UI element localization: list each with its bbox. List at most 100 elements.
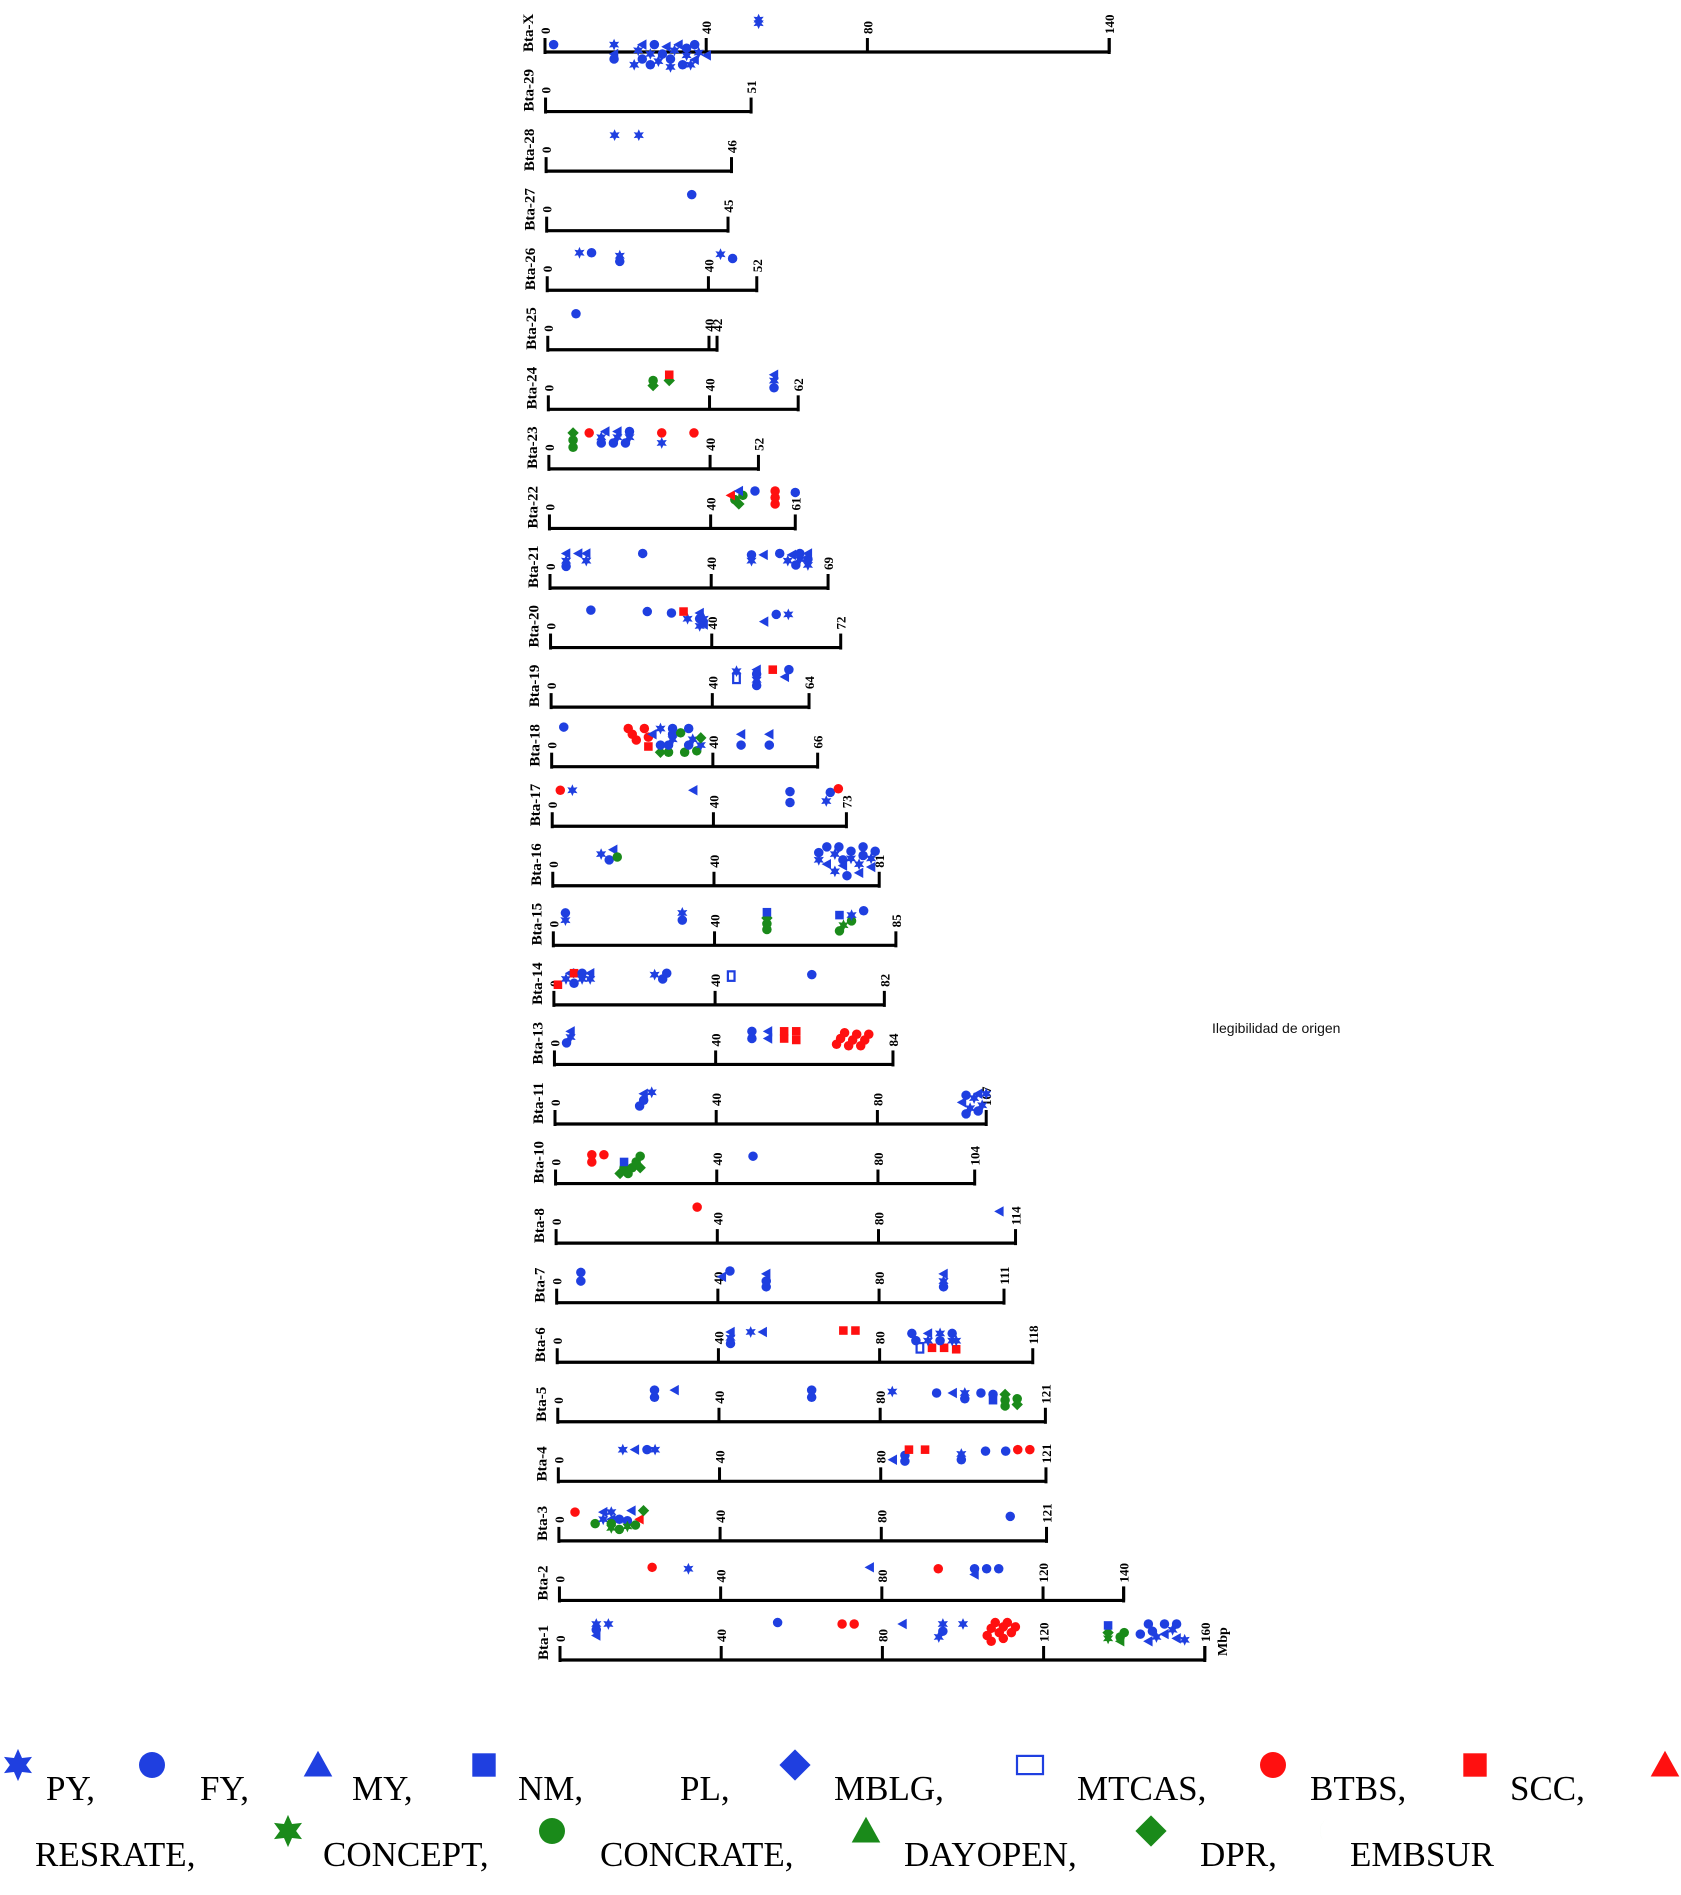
chromosome-bta-23: Bta-23 0 40 52 <box>525 426 766 471</box>
marker-diamond <box>637 1504 650 1517</box>
marker-tri <box>698 619 708 630</box>
tick-label: 160 <box>1198 1623 1213 1643</box>
chromosome-bta-7: Bta-7 0 40 80 111 <box>533 1266 1012 1305</box>
tick-label: 80 <box>872 1212 887 1225</box>
marker-star <box>682 612 693 625</box>
marker-circle <box>842 870 852 881</box>
legend-circle-icon <box>1260 1752 1286 1778</box>
chromosome-label: Bta-14 <box>530 962 546 1005</box>
marker-square <box>553 980 563 990</box>
marker-star <box>567 784 578 797</box>
marker-star <box>653 55 664 67</box>
chromosome-bta-3: Bta-3 0 40 80 121 <box>535 1503 1055 1543</box>
marker-circle <box>1000 1446 1011 1456</box>
tick-label: 80 <box>873 1391 888 1404</box>
marker-star <box>715 248 726 261</box>
tick-label: 40 <box>704 557 719 570</box>
marker-tri <box>673 39 683 50</box>
tick-label: 40 <box>713 1450 728 1463</box>
marker-diamond <box>663 374 675 387</box>
marker-circle <box>599 1150 609 1160</box>
marker-tri <box>1171 1633 1181 1644</box>
chromosome-label: Bta-28 <box>522 129 538 172</box>
tick-label: 0 <box>551 1397 566 1404</box>
marker-star <box>685 58 696 71</box>
marker-tri <box>600 426 610 437</box>
marker-circle <box>571 309 581 319</box>
chromosome-bta-10: Bta-10 0 40 80 104 <box>532 1141 983 1186</box>
tick-label: 40 <box>703 438 718 451</box>
marker-circle <box>961 1109 971 1119</box>
chromosome-label: Bta-X <box>521 14 537 52</box>
marker-circle <box>586 605 596 615</box>
marker-star <box>821 795 832 807</box>
marker-circle <box>822 842 832 852</box>
chromosome-bta-6: Bta-6 0 40 80 118 <box>533 1325 1041 1365</box>
tick-label: 120 <box>1037 1623 1052 1643</box>
legend-label: MTCAS, <box>1077 1769 1207 1808</box>
marker-star <box>956 1448 967 1460</box>
length-label: 121 <box>1040 1503 1055 1523</box>
chromosome-bta-27: Bta-27 0 45 <box>523 188 736 233</box>
legend-label: EMBSUR <box>1350 1835 1494 1874</box>
legend-label: MY, <box>352 1769 413 1808</box>
marker-tri <box>735 729 746 740</box>
marker-tri <box>572 548 583 559</box>
legend-square-icon <box>1463 1753 1487 1777</box>
marker-star <box>977 1099 988 1112</box>
chromosome-label: Bta-3 <box>535 1506 551 1541</box>
tick-label: 0 <box>547 1040 562 1047</box>
legend-tri-icon <box>851 1816 881 1843</box>
legend-label: NM, <box>518 1769 584 1808</box>
marker-star <box>655 722 666 735</box>
chromosome-label: Bta-8 <box>532 1208 548 1243</box>
marker-star <box>560 973 572 985</box>
marker-star <box>951 1334 962 1347</box>
marker-square <box>791 1035 801 1045</box>
marker-star <box>565 1031 576 1043</box>
tick-label: 40 <box>714 1629 729 1642</box>
marker-star <box>1103 1632 1114 1645</box>
marker-circle <box>834 842 844 852</box>
tick-label: 80 <box>871 1153 886 1166</box>
tick-label: 0 <box>542 444 557 451</box>
marker-circle <box>833 784 844 794</box>
marker-moon <box>695 724 707 731</box>
marker-tri <box>733 485 744 497</box>
marker-square <box>927 1343 937 1353</box>
marker-circle <box>1025 1444 1035 1455</box>
chromosome-label: Bta-18 <box>528 724 544 767</box>
marker-circle <box>661 968 672 978</box>
legend-label: CONCEPT, <box>323 1835 489 1874</box>
tick-label: 0 <box>552 1516 567 1523</box>
tick-label: 80 <box>860 21 875 34</box>
marker-tri <box>779 671 790 683</box>
marker-circle <box>980 1446 991 1456</box>
marker-circle <box>683 723 694 734</box>
legend-label: FY, <box>200 1769 249 1808</box>
marker-circle <box>770 486 780 496</box>
marker-star <box>969 1092 980 1104</box>
tick-label: 40 <box>699 21 714 34</box>
marker-star <box>829 865 840 878</box>
marker-circle <box>1013 1444 1023 1455</box>
marker-circle <box>938 1626 948 1636</box>
source-illegibility-note: Ilegibilidad de origen <box>1212 1020 1341 1036</box>
marker-tri <box>638 1088 648 1099</box>
marker-star <box>561 554 572 567</box>
marker-tri <box>608 844 618 856</box>
marker-tri <box>786 549 796 561</box>
length-label: 121 <box>1039 1444 1054 1464</box>
marker-tri <box>761 1268 771 1280</box>
marker-star <box>854 858 865 871</box>
marker-rsquare <box>726 970 736 982</box>
marker-circle <box>814 847 824 858</box>
marker-star <box>656 437 667 449</box>
marker-tri <box>865 861 876 873</box>
marker-circle <box>624 426 635 437</box>
marker-circle <box>935 1335 945 1346</box>
chromosome-bta-28: Bta-28 0 46 <box>522 129 739 174</box>
marker-star <box>935 1327 946 1340</box>
marker-circle <box>663 747 674 758</box>
chromosome-label: Bta-20 <box>527 605 543 648</box>
